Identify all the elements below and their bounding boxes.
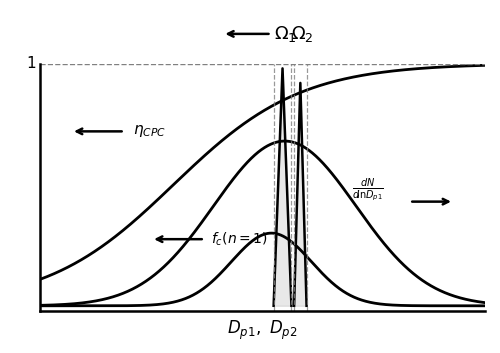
- Text: 1: 1: [26, 56, 36, 71]
- X-axis label: $D_{p1},\ D_{p2}$: $D_{p1},\ D_{p2}$: [228, 319, 298, 342]
- Text: $f_c(n{=}1)$: $f_c(n{=}1)$: [212, 231, 268, 248]
- Text: $\Omega_2$: $\Omega_2$: [292, 24, 314, 44]
- Text: $\eta_{CPC}$: $\eta_{CPC}$: [134, 123, 166, 139]
- Text: $\frac{dN}{d\!\ln\!D_{p1}}$: $\frac{dN}{d\!\ln\!D_{p1}}$: [352, 176, 384, 203]
- Text: $\Omega_1$: $\Omega_1$: [274, 24, 296, 44]
